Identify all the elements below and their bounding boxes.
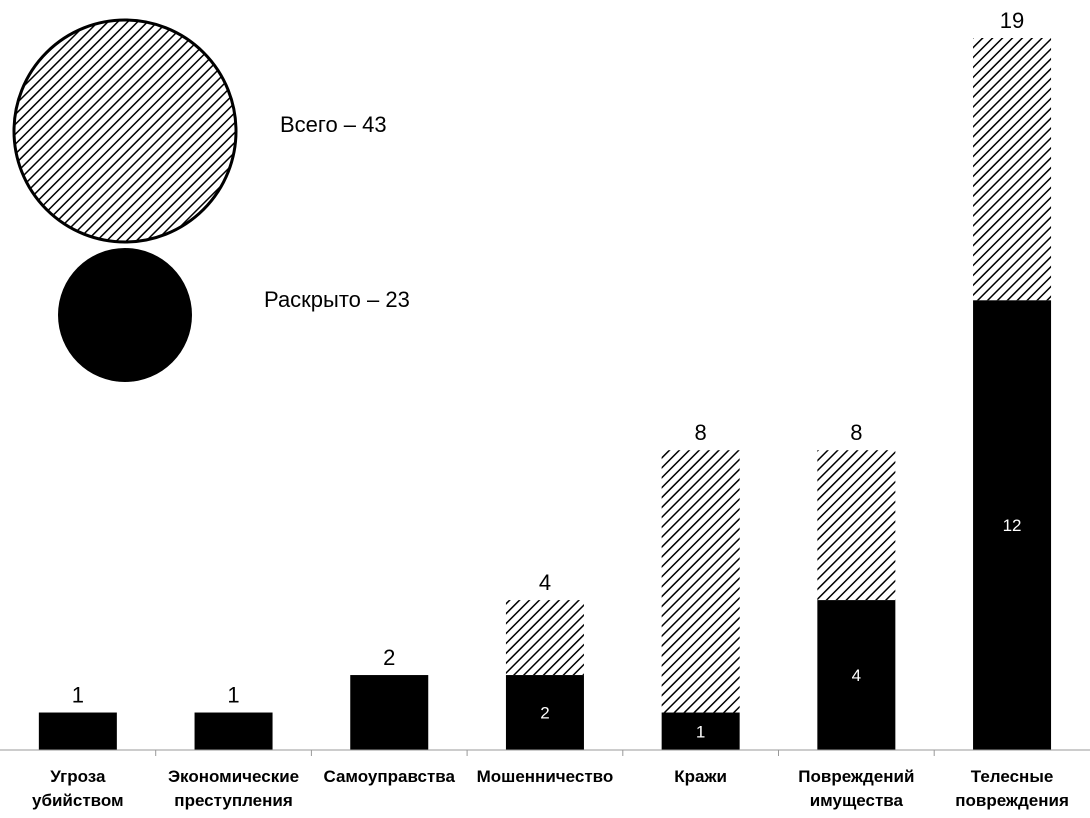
bar-solved bbox=[661, 712, 740, 750]
category-label-line: Угроза bbox=[50, 767, 106, 786]
bar-unsolved bbox=[661, 450, 740, 713]
category-label-line: преступления bbox=[174, 791, 293, 810]
category-label: Телесные повреждения bbox=[937, 765, 1087, 813]
category-label: Угроза убийством bbox=[3, 765, 153, 813]
solved-data-label: 1 bbox=[696, 722, 705, 741]
category-label: Экономические преступления bbox=[159, 765, 309, 813]
category-label-line: Кражи bbox=[674, 767, 727, 786]
total-data-label: 4 bbox=[539, 570, 551, 595]
legend-total-marker bbox=[12, 18, 238, 244]
legend bbox=[12, 18, 238, 382]
category-label-line: убийством bbox=[32, 791, 124, 810]
bar-solved bbox=[973, 300, 1052, 750]
total-data-label: 1 bbox=[227, 683, 239, 708]
solved-data-label: 4 bbox=[852, 666, 861, 685]
legend-solved-marker bbox=[58, 248, 192, 382]
legend-solved-label: Раскрыто – 23 bbox=[264, 287, 410, 312]
category-label-line: Повреждений bbox=[798, 767, 915, 786]
category-label: Кражи bbox=[626, 765, 776, 789]
x-axis bbox=[0, 749, 1090, 756]
bar-unsolved bbox=[505, 600, 584, 676]
bar-solved bbox=[194, 712, 273, 750]
solved-data-label: 12 bbox=[1003, 516, 1022, 535]
total-data-label: 8 bbox=[850, 420, 862, 445]
bar-unsolved bbox=[973, 38, 1052, 301]
total-data-label: 1 bbox=[72, 683, 84, 708]
total-data-label: 8 bbox=[695, 420, 707, 445]
category-label-line: Мошенничество bbox=[476, 767, 614, 786]
bar-solved bbox=[505, 675, 584, 750]
bar-solved bbox=[38, 712, 117, 750]
category-label-line: Самоуправства bbox=[323, 767, 455, 786]
bar-solved bbox=[817, 600, 896, 750]
category-label-line: Телесные bbox=[970, 767, 1054, 786]
category-label: Самоуправства bbox=[314, 765, 464, 789]
category-label: Мошенничество bbox=[470, 765, 620, 789]
category-label: Повреждений имущества bbox=[781, 765, 931, 813]
category-label-line: имущества bbox=[809, 791, 903, 810]
bar-solved bbox=[350, 675, 429, 750]
category-label-line: повреждения bbox=[955, 791, 1069, 810]
category-label-line: Экономические bbox=[167, 767, 300, 786]
total-data-label: 2 bbox=[383, 645, 395, 670]
legend-total-label: Всего – 43 bbox=[280, 112, 387, 137]
solved-data-label: 2 bbox=[540, 704, 549, 723]
bar-unsolved bbox=[817, 450, 896, 601]
total-data-label: 19 bbox=[1000, 8, 1024, 33]
